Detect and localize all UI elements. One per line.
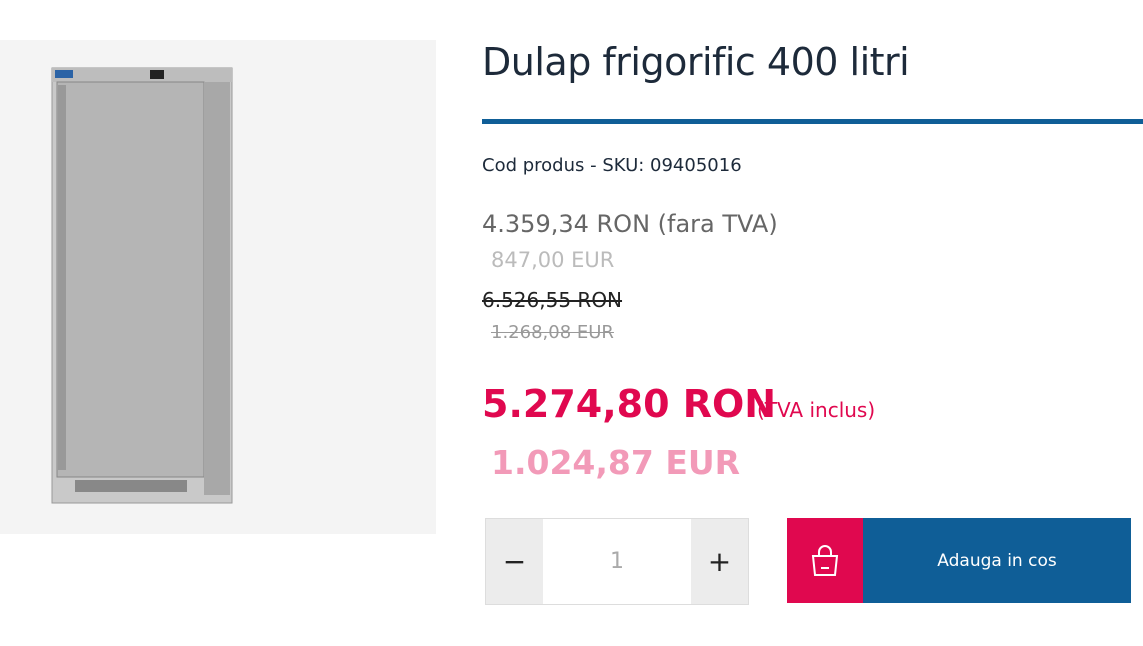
increase-button[interactable]: + xyxy=(691,519,748,604)
old-price: 6.526,55 RON xyxy=(482,288,623,312)
price-note: (TVA inclus) xyxy=(757,398,876,422)
quantity-selector: − 1 + xyxy=(485,518,749,605)
add-to-cart-label: Adauga in cos xyxy=(863,518,1131,603)
add-to-cart-button[interactable]: Adauga in cos xyxy=(787,518,1131,603)
cart-icon xyxy=(787,518,863,603)
decrease-button[interactable]: − xyxy=(486,519,543,604)
price-eur: 1.024,87 EUR xyxy=(491,443,741,482)
old-price-eur: 1.268,08 EUR xyxy=(491,322,614,343)
sku: Cod produs - SKU: 09405016 xyxy=(482,155,742,176)
bag-icon xyxy=(811,544,839,576)
product-title: Dulap frigorific 400 litri xyxy=(482,40,910,84)
price: 5.274,80 RON xyxy=(482,382,777,426)
divider xyxy=(482,119,1143,124)
fridge-illustration xyxy=(51,67,233,504)
product-image[interactable] xyxy=(0,40,436,534)
quantity-input[interactable]: 1 xyxy=(610,549,624,574)
price-net: 4.359,34 RON (fara TVA) xyxy=(482,210,778,238)
price-net-eur: 847,00 EUR xyxy=(491,248,615,272)
